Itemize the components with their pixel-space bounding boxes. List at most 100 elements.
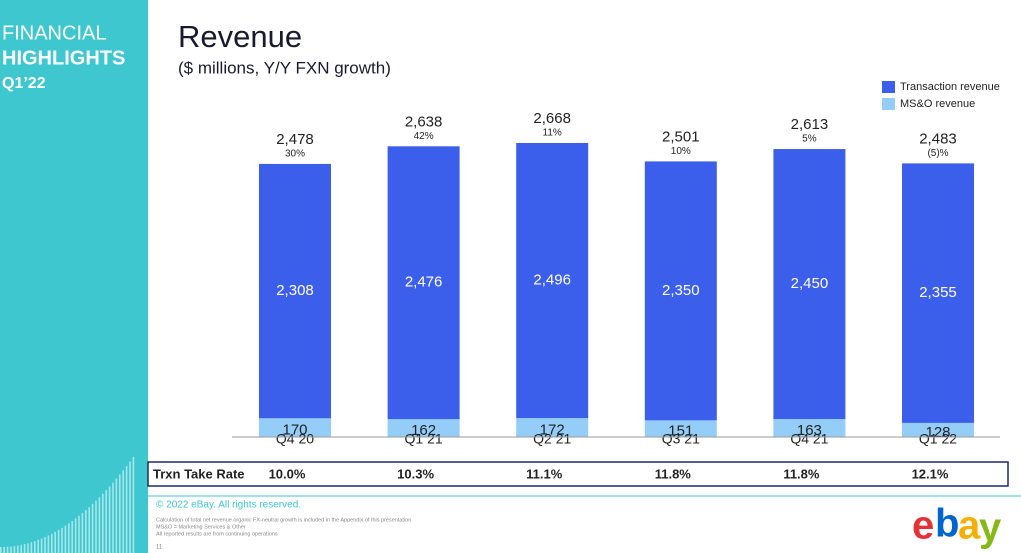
total-label: 2,613 bbox=[791, 116, 829, 133]
legend-swatch bbox=[882, 98, 895, 110]
growth-label: 10% bbox=[671, 146, 691, 157]
bar-value-label: 2,355 bbox=[919, 284, 957, 301]
bar-value-label: 163 bbox=[797, 422, 822, 439]
deco-bar bbox=[23, 544, 26, 553]
deco-bar bbox=[6, 546, 9, 553]
legend-swatch bbox=[882, 81, 895, 93]
deco-bar bbox=[54, 531, 56, 553]
bar-segment bbox=[773, 419, 846, 437]
deco-bar bbox=[34, 541, 36, 553]
deco-bar bbox=[64, 525, 67, 553]
deco-bar bbox=[17, 545, 19, 553]
bar-segment bbox=[644, 161, 717, 421]
bar-value-label: 2,308 bbox=[276, 282, 314, 299]
deco-bar bbox=[81, 512, 84, 553]
x-tick-label: Q2 21 bbox=[533, 431, 571, 447]
growth-label: 30% bbox=[285, 149, 305, 160]
bar-segment bbox=[902, 422, 974, 437]
deco-bar bbox=[71, 520, 73, 553]
deco-bar bbox=[57, 529, 60, 553]
x-tick-label: Q1 21 bbox=[405, 431, 443, 447]
chart-subtitle: ($ millions, Y/Y FXN growth) bbox=[178, 58, 391, 77]
sidebar-line1: FINANCIAL bbox=[2, 22, 106, 44]
logo-letter: a bbox=[958, 504, 981, 548]
deco-bar bbox=[132, 457, 135, 553]
growth-label: 11% bbox=[543, 128, 562, 139]
total-label: 2,638 bbox=[405, 113, 443, 130]
bar-segment bbox=[516, 143, 589, 419]
bar-segment bbox=[387, 146, 460, 420]
x-tick-label: Q3 21 bbox=[662, 431, 700, 447]
growth-label: (5)% bbox=[927, 148, 948, 159]
deco-bar bbox=[78, 515, 80, 553]
take-rate-value: 11.8% bbox=[655, 466, 692, 481]
deco-bar bbox=[122, 470, 124, 553]
deco-bar bbox=[27, 543, 29, 553]
footnote: MS&O = Marketing Services & Other bbox=[156, 524, 246, 530]
chart-title: Revenue bbox=[178, 19, 302, 54]
deco-bar bbox=[30, 542, 33, 553]
growth-label: 5% bbox=[802, 134, 817, 145]
bar-segment bbox=[387, 419, 460, 437]
logo-letter: e bbox=[912, 504, 934, 548]
bar-segment bbox=[644, 420, 717, 437]
deco-bar bbox=[74, 518, 77, 553]
deco-bar bbox=[10, 546, 12, 553]
take-rate-value: 10.3% bbox=[397, 466, 434, 481]
deco-bar bbox=[0, 547, 2, 553]
deco-bar bbox=[91, 503, 94, 553]
total-label: 2,483 bbox=[919, 130, 957, 147]
logo-letter: b bbox=[935, 502, 959, 546]
bar-value-label: 2,476 bbox=[405, 274, 443, 291]
deco-bar bbox=[44, 537, 46, 553]
deco-bar bbox=[40, 538, 43, 553]
deco-bar bbox=[129, 461, 131, 553]
total-label: 2,478 bbox=[276, 131, 314, 148]
take-rate-value: 11.8% bbox=[783, 466, 820, 481]
x-tick-label: Q4 21 bbox=[790, 431, 828, 447]
footnote: Calculation of total net revenue organic… bbox=[156, 517, 411, 523]
growth-label: 42% bbox=[414, 131, 434, 142]
legend-label: Transaction revenue bbox=[900, 81, 1000, 93]
deco-bar bbox=[20, 544, 22, 553]
bar-value-label: 151 bbox=[668, 423, 693, 440]
deco-bar bbox=[115, 478, 118, 553]
x-tick-label: Q4 20 bbox=[276, 431, 314, 447]
take-rate-value: 12.1% bbox=[912, 466, 949, 481]
take-rate-value: 11.1% bbox=[526, 466, 563, 481]
logo-letter: y bbox=[979, 506, 1002, 550]
deco-bar bbox=[95, 500, 97, 553]
page-number: 11 bbox=[156, 545, 163, 551]
bar-value-label: 2,350 bbox=[662, 282, 700, 299]
logo: e b a y bbox=[912, 502, 1002, 550]
deco-bar bbox=[108, 486, 111, 553]
bar-value-label: 172 bbox=[540, 421, 565, 438]
deco-bar bbox=[112, 482, 114, 553]
deco-bar bbox=[61, 527, 63, 553]
total-label: 2,668 bbox=[533, 110, 571, 127]
bar-value-label: 170 bbox=[282, 422, 307, 439]
total-label: 2,501 bbox=[662, 128, 700, 145]
sidebar bbox=[0, 0, 148, 553]
take-rate-box bbox=[147, 461, 1009, 487]
take-rate-value: 10.0% bbox=[269, 466, 306, 481]
bar-value-label: 2,496 bbox=[533, 271, 571, 288]
copyright: © 2022 eBay. All rights reserved. bbox=[156, 500, 301, 511]
deco-bar bbox=[51, 533, 53, 553]
sidebar-period: Q1’22 bbox=[2, 75, 46, 92]
sidebar-decoration bbox=[0, 457, 135, 553]
bar-segment bbox=[516, 418, 589, 437]
take-rate-label: Trxn Take Rate bbox=[153, 466, 245, 481]
x-tick-label: Q1 22 bbox=[919, 431, 957, 447]
bar-value-label: 162 bbox=[411, 422, 436, 439]
deco-bar bbox=[68, 523, 70, 553]
deco-bar bbox=[37, 539, 39, 553]
deco-bar bbox=[47, 535, 50, 553]
bar-value-label: 2,450 bbox=[791, 275, 829, 292]
deco-bar bbox=[125, 465, 128, 553]
bar-segment bbox=[902, 163, 974, 423]
bar-segment bbox=[259, 163, 331, 419]
deco-bar bbox=[13, 546, 16, 553]
